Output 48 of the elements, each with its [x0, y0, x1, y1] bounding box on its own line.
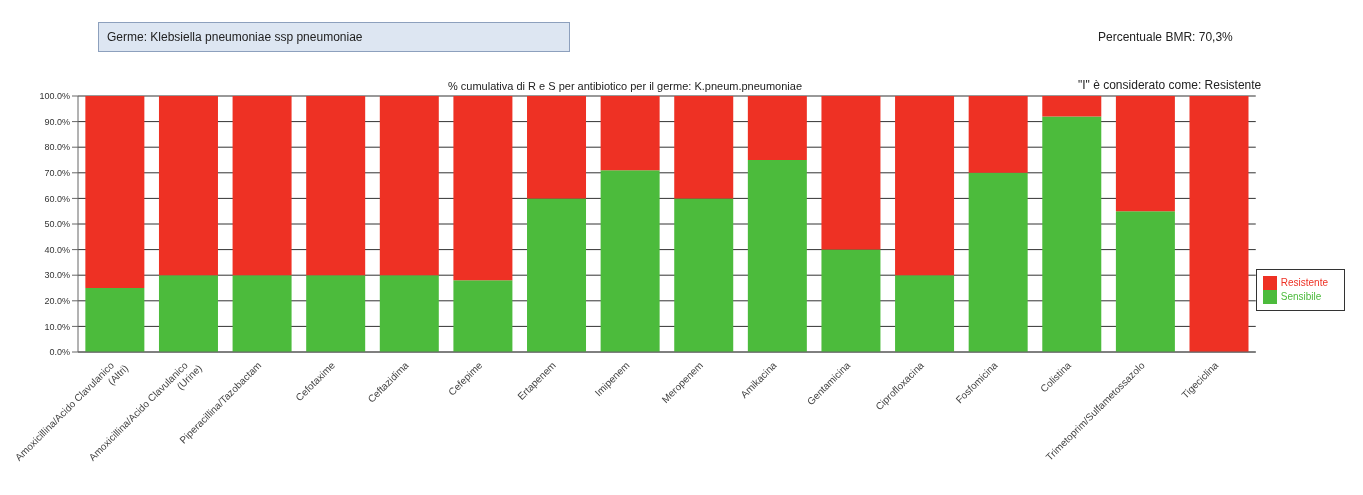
bar: [674, 198, 734, 352]
y-tick-label: 30.0%: [44, 270, 70, 281]
bar: [1115, 211, 1175, 352]
bar: [1042, 116, 1102, 352]
bar: [379, 275, 439, 352]
bar: [747, 160, 807, 352]
bar: [600, 170, 660, 352]
bar: [453, 96, 513, 281]
bar: [968, 172, 1028, 352]
bar: [453, 280, 513, 352]
bar: [85, 288, 145, 352]
y-tick-label: 80.0%: [44, 142, 70, 153]
text: "I" è considerato come: Resistente: [1078, 78, 1262, 92]
bar: [747, 96, 807, 160]
bar: [379, 96, 439, 276]
y-tick-label: 20.0%: [44, 295, 70, 306]
bar: [821, 96, 881, 250]
bar: [895, 96, 955, 276]
bar: [527, 198, 587, 352]
bar: [232, 96, 292, 276]
bar: [232, 275, 292, 352]
y-tick-label: 70.0%: [44, 167, 70, 178]
y-tick-label: 0.0%: [49, 347, 70, 358]
y-tick-label: 50.0%: [44, 219, 70, 230]
bar: [1042, 96, 1102, 117]
legend-label: Sensibile: [1280, 290, 1322, 302]
bar: [1115, 96, 1175, 212]
y-tick-label: 90.0%: [44, 116, 70, 127]
y-tick-label: 100.0%: [39, 91, 70, 102]
bar: [600, 96, 660, 171]
text: Percentuale BMR: 70,3%: [1098, 30, 1233, 44]
y-tick-label: 40.0%: [44, 244, 70, 255]
bar: [968, 96, 1028, 173]
bar: [674, 96, 734, 199]
bar: [895, 275, 955, 352]
bar: [85, 96, 145, 288]
bar: [158, 96, 218, 276]
chart-title: % cumulativa di R e S per antibiotico per il germe: K.pneum.pneumoniae: [448, 80, 803, 92]
bar: [306, 96, 366, 276]
bar: [527, 96, 587, 199]
bar: [1189, 96, 1249, 352]
info-box: Germe: Klebsiella pneumoniae ssp pneumoniae: [98, 22, 570, 52]
y-tick-label: 10.0%: [44, 321, 70, 332]
bar: [821, 249, 881, 352]
y-tick-label: 60.0%: [44, 193, 70, 204]
bar: [306, 275, 366, 352]
bar: [158, 275, 218, 352]
legend-label: Resistente: [1280, 276, 1328, 288]
